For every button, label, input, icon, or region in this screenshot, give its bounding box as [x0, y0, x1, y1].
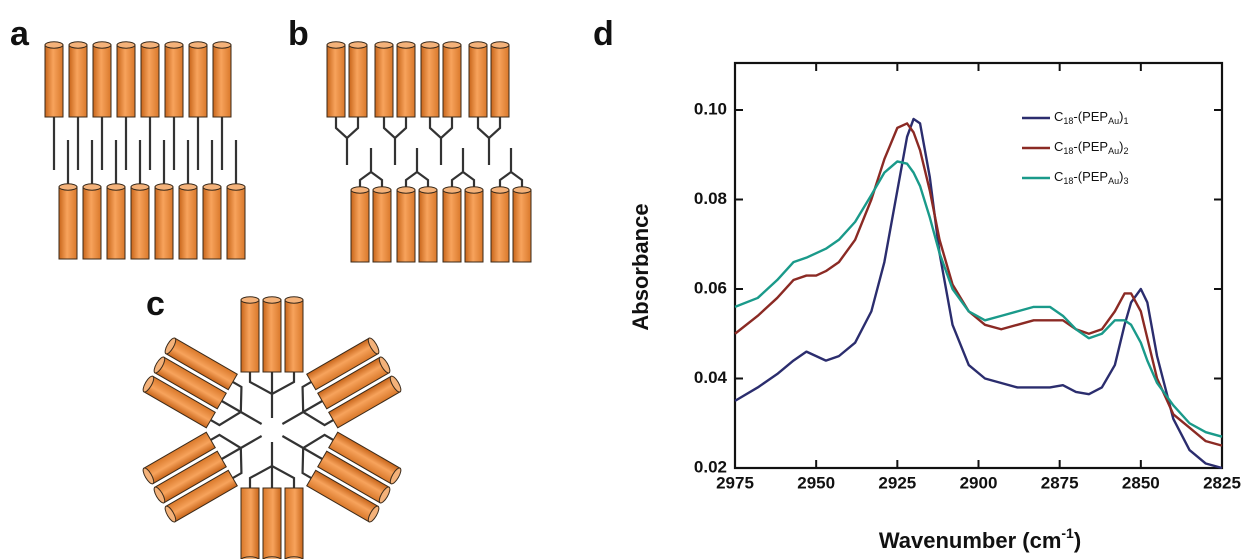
y-tick-label: 0.06 [694, 278, 727, 297]
y-tick-label: 0.02 [694, 457, 727, 476]
x-tick-label: 2825 [1203, 473, 1241, 492]
x-tick-label: 2850 [1122, 473, 1160, 492]
panel-label: d [593, 15, 614, 53]
series-line [734, 122, 1223, 447]
y-tick-label: 0.10 [694, 99, 727, 118]
y-tick-label: 0.04 [694, 368, 728, 387]
x-tick-label: 2875 [1041, 473, 1079, 492]
panel-label: a [10, 15, 30, 53]
diagram-c [141, 297, 403, 559]
series-line [734, 160, 1223, 438]
x-tick-label: 2975 [716, 473, 754, 492]
plot-frame [733, 61, 1224, 470]
series-line [734, 117, 1223, 470]
x-tick-label: 2900 [960, 473, 998, 492]
legend-label: C18-(PEPAu)3 [1054, 169, 1128, 186]
x-tick-label: 2925 [878, 473, 916, 492]
diagram-a [44, 41, 246, 260]
y-axis-title: Absorbance [628, 203, 653, 330]
x-tick-label: 2950 [797, 473, 835, 492]
diagram-b [326, 41, 532, 263]
x-axis-title: Wavenumber (cm-1) [879, 525, 1081, 553]
y-tick-label: 0.08 [694, 189, 727, 208]
panel-label: b [288, 15, 309, 53]
legend-label: C18-(PEPAu)2 [1054, 139, 1128, 156]
panel-label: c [146, 285, 165, 323]
legend-label: C18-(PEPAu)1 [1054, 109, 1128, 126]
